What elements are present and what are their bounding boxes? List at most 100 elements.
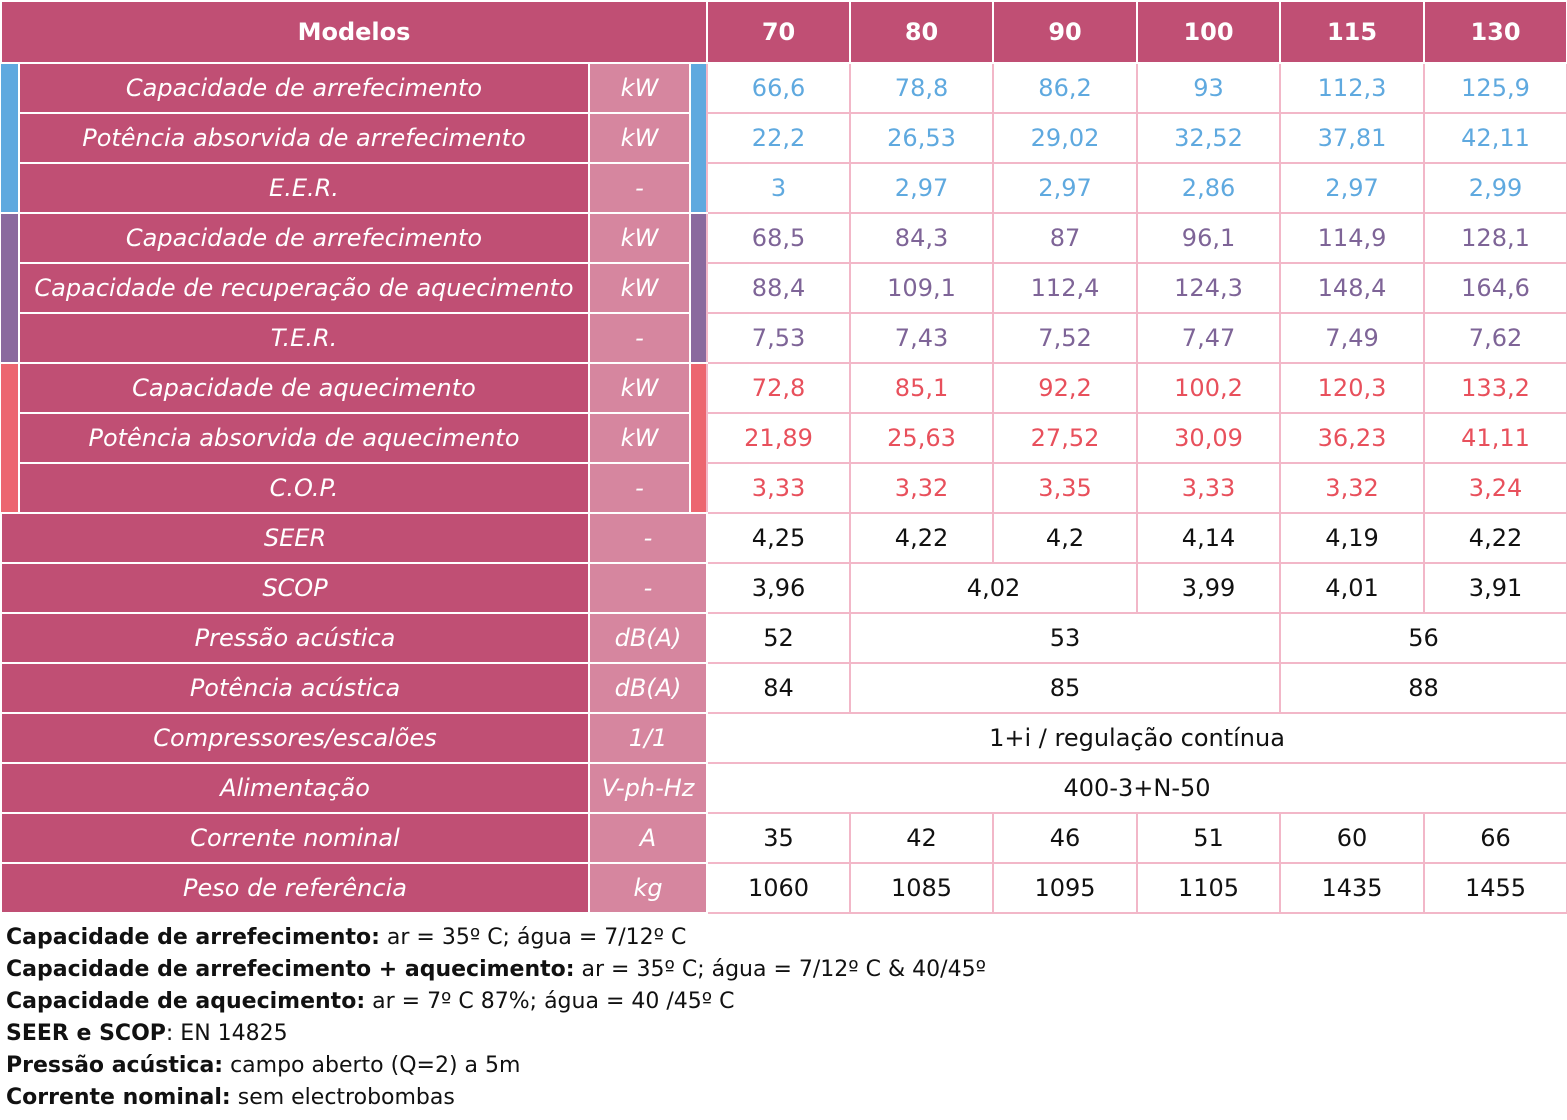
value-cell: 85,1 bbox=[849, 362, 995, 414]
cooling-group-marker bbox=[1, 62, 19, 214]
footnote-text: ar = 7º C 87%; água = 40 /45º C bbox=[365, 989, 735, 1014]
value-cell: 114,9 bbox=[1279, 212, 1426, 264]
row-unit: - bbox=[588, 162, 691, 214]
row-label: Pressão acústica bbox=[0, 612, 590, 664]
value-cell: 2,97 bbox=[992, 162, 1139, 214]
value-cell: 88 bbox=[1279, 662, 1567, 714]
header-row: Modelos 70 80 90 100 115 130 bbox=[0, 0, 1567, 64]
row-label: Potência absorvida de aquecimento bbox=[18, 412, 590, 464]
value-cell: 1085 bbox=[849, 862, 995, 914]
row-label: Capacidade de recuperação de aquecimento bbox=[18, 262, 590, 314]
value-cell: 1095 bbox=[992, 862, 1139, 914]
model-70-header: 70 bbox=[706, 0, 852, 64]
model-90-header: 90 bbox=[992, 0, 1139, 64]
value-cell: 125,9 bbox=[1423, 62, 1567, 114]
value-cell: 3,33 bbox=[1136, 462, 1282, 514]
row-label: SEER bbox=[0, 512, 590, 564]
value-cell: 133,2 bbox=[1423, 362, 1567, 414]
value-cell: 60 bbox=[1279, 812, 1426, 864]
value-cell: 32,52 bbox=[1136, 112, 1282, 164]
table-row: Capacidade de arrefecimento kW 68,5 84,3… bbox=[1, 212, 1567, 364]
value-cell: 3 bbox=[706, 162, 852, 214]
value-cell: 3,24 bbox=[1423, 462, 1567, 514]
value-cell: 4,25 bbox=[706, 512, 852, 564]
value-cell: 4,14 bbox=[1136, 512, 1282, 564]
value-cell: 30,09 bbox=[1136, 412, 1282, 464]
table-row: Capacidade de aquecimento kW 72,8 85,1 9… bbox=[1, 362, 1567, 514]
value-cell: 3,33 bbox=[706, 462, 852, 514]
footnote-label: Pressão acústica: bbox=[6, 1053, 224, 1078]
row-unit: kg bbox=[587, 862, 709, 914]
row-label: T.E.R. bbox=[18, 312, 590, 364]
footnote-label: Corrente nominal: bbox=[6, 1085, 231, 1110]
row-unit: dB(A) bbox=[587, 662, 709, 714]
row-label: C.O.P. bbox=[18, 462, 590, 514]
value-cell: 1435 bbox=[1279, 862, 1426, 914]
footnote: Capacidade de arrefecimento + aqueciment… bbox=[6, 954, 1546, 986]
value-cell: 3,99 bbox=[1136, 562, 1282, 614]
row-label: Corrente nominal bbox=[0, 812, 590, 864]
value-cell: 25,63 bbox=[849, 412, 995, 464]
footnote: SEER e SCOP: EN 14825 bbox=[6, 1018, 1546, 1050]
footnote-label: Capacidade de arrefecimento: bbox=[6, 925, 380, 950]
row-unit: - bbox=[587, 562, 709, 614]
footnote-label: SEER e SCOP bbox=[6, 1021, 166, 1046]
value-cell: 2,97 bbox=[849, 162, 995, 214]
row-label: SCOP bbox=[0, 562, 590, 614]
value-cell: 3,32 bbox=[849, 462, 995, 514]
footnote-label: Capacidade de arrefecimento + aqueciment… bbox=[6, 957, 575, 982]
model-115-header: 115 bbox=[1279, 0, 1426, 64]
value-cell: 96,1 bbox=[1136, 212, 1282, 264]
value-cell: 1060 bbox=[706, 862, 852, 914]
value-cell: 2,97 bbox=[1279, 162, 1426, 214]
footnote-text: ar = 35º C; água = 7/12º C & 40/45º bbox=[574, 957, 986, 982]
value-cell: 21,89 bbox=[706, 412, 852, 464]
row-label: Potência acústica bbox=[0, 662, 590, 714]
row-unit: 1/1 bbox=[587, 712, 709, 764]
value-cell: 41,11 bbox=[1423, 412, 1567, 464]
value-cell: 4,2 bbox=[992, 512, 1139, 564]
value-cell: 66,6 bbox=[706, 62, 852, 114]
value-cell: 72,8 bbox=[706, 362, 852, 414]
row-unit: kW bbox=[588, 362, 691, 414]
row-unit: dB(A) bbox=[587, 612, 709, 664]
value-cell: 84 bbox=[706, 662, 852, 714]
value-cell: 37,81 bbox=[1279, 112, 1426, 164]
value-cell: 7,47 bbox=[1136, 312, 1282, 364]
value-cell: 35 bbox=[706, 812, 852, 864]
footnote: Pressão acústica: campo aberto (Q=2) a 5… bbox=[6, 1050, 1546, 1082]
value-cell: 4,02 bbox=[849, 562, 1139, 614]
value-cell: 84,3 bbox=[849, 212, 995, 264]
value-cell: 3,32 bbox=[1279, 462, 1426, 514]
heating-group-marker bbox=[1, 362, 19, 514]
value-cell: 29,02 bbox=[992, 112, 1139, 164]
value-cell: 109,1 bbox=[849, 262, 995, 314]
value-cell: 100,2 bbox=[1136, 362, 1282, 414]
table-row: Potência absorvida de aquecimento kW 21,… bbox=[1, 412, 1567, 464]
value-cell: 42 bbox=[849, 812, 995, 864]
specifications-table: Modelos 70 80 90 100 115 130 Capacidade … bbox=[0, 0, 1567, 914]
value-cell: 7,52 bbox=[992, 312, 1139, 364]
value-cell: 124,3 bbox=[1136, 262, 1282, 314]
row-label: Potência absorvida de arrefecimento bbox=[18, 112, 590, 164]
value-cell: 7,62 bbox=[1423, 312, 1567, 364]
value-cell: 3,96 bbox=[706, 562, 852, 614]
footnote: Corrente nominal: sem electrobombas bbox=[6, 1082, 1546, 1114]
value-cell: 400-3+N-50 bbox=[706, 762, 1567, 814]
value-cell: 22,2 bbox=[706, 112, 852, 164]
footnote-text: : EN 14825 bbox=[165, 1021, 288, 1046]
model-100-header: 100 bbox=[1136, 0, 1282, 64]
value-cell: 1455 bbox=[1423, 862, 1567, 914]
row-label: Capacidade de aquecimento bbox=[18, 362, 590, 414]
value-cell: 53 bbox=[849, 612, 1282, 664]
value-cell: 112,4 bbox=[992, 262, 1139, 314]
model-80-header: 80 bbox=[849, 0, 995, 64]
value-cell: 86,2 bbox=[992, 62, 1139, 114]
footnote-text: ar = 35º C; água = 7/12º C bbox=[379, 925, 687, 950]
value-cell: 128,1 bbox=[1423, 212, 1567, 264]
footnotes: Capacidade de arrefecimento: ar = 35º C;… bbox=[6, 922, 1546, 1114]
value-cell: 27,52 bbox=[992, 412, 1139, 464]
table-row: Alimentação V-ph-Hz 400-3+N-50 bbox=[0, 762, 1567, 814]
table-row: SCOP - 3,96 4,02 3,99 4,01 3,91 bbox=[0, 562, 1567, 614]
